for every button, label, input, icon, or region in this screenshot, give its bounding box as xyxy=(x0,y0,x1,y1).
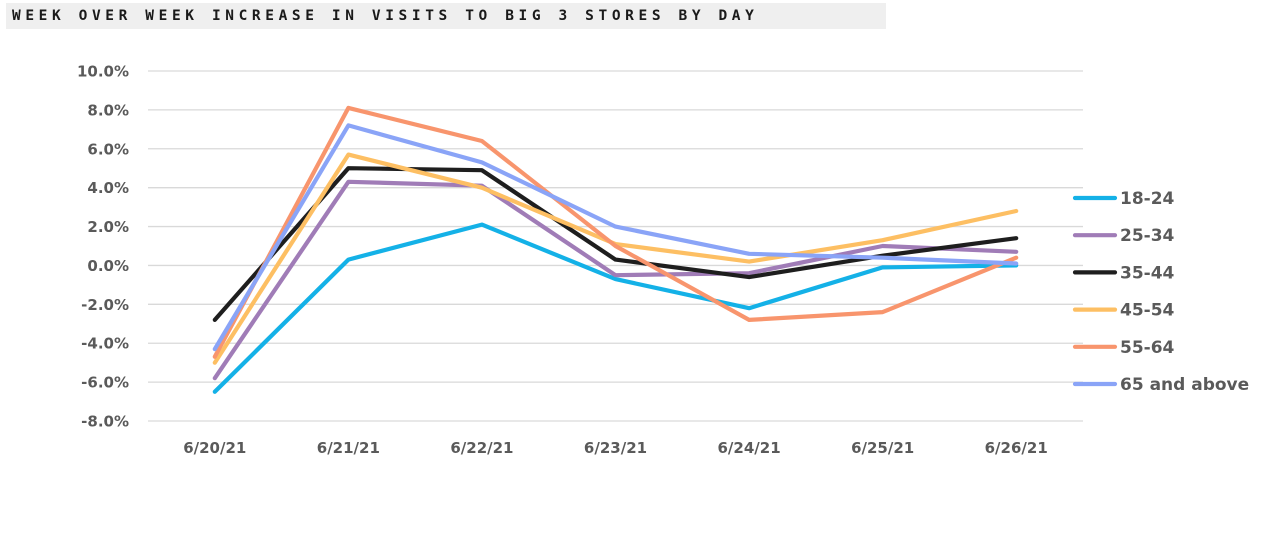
x-tick-label: 6/24/21 xyxy=(717,439,780,457)
y-tick-label: -4.0% xyxy=(81,335,129,353)
y-tick-label: 8.0% xyxy=(87,101,129,119)
y-tick-label: -6.0% xyxy=(81,374,129,392)
gridlines xyxy=(148,70,1083,422)
legend-label: 18-24 xyxy=(1120,189,1175,209)
legend-item: 35-44 xyxy=(1072,263,1175,283)
y-tick-label: 10.0% xyxy=(77,63,129,81)
chart-title: WEEK OVER WEEK INCREASE IN VISITS TO BIG… xyxy=(12,8,759,24)
series-line-55-64 xyxy=(212,105,1019,359)
chart-title-box: WEEK OVER WEEK INCREASE IN VISITS TO BIG… xyxy=(6,3,886,29)
legend-label: 45-54 xyxy=(1120,301,1175,321)
y-tick-label: -8.0% xyxy=(81,413,129,431)
legend: 18-24 25-34 35-44 45-54 55-64 65 and above xyxy=(1072,189,1249,395)
y-tick-label: 0.0% xyxy=(87,257,129,275)
x-tick-label: 6/23/21 xyxy=(584,439,647,457)
legend-item: 65 and above xyxy=(1072,375,1249,395)
legend-label: 25-34 xyxy=(1120,226,1175,246)
y-tick-label: 6.0% xyxy=(87,140,129,158)
series-lines xyxy=(212,105,1019,394)
series-line-65-and-above xyxy=(212,123,1019,352)
y-axis-ticks: 10.0% 8.0% 6.0% 4.0% 2.0% 0.0% -2.0% -4.0% -6.0%… xyxy=(77,63,129,431)
legend-label: 65 and above xyxy=(1120,375,1249,395)
legend-item: 45-54 xyxy=(1072,301,1175,321)
y-tick-label: 2.0% xyxy=(87,218,129,236)
x-tick-label: 6/22/21 xyxy=(450,439,513,457)
legend-item: 25-34 xyxy=(1072,226,1175,246)
x-tick-label: 6/21/21 xyxy=(317,439,380,457)
x-axis-ticks: 6/20/21 6/21/21 6/22/21 6/23/21 6/24/21 6/25/… xyxy=(183,439,1048,457)
series-line-25-34 xyxy=(212,179,1019,381)
legend-item: 55-64 xyxy=(1072,338,1175,358)
y-tick-label: 4.0% xyxy=(87,179,129,197)
x-tick-label: 6/26/21 xyxy=(985,439,1048,457)
x-tick-label: 6/20/21 xyxy=(183,439,246,457)
series-line-18-24 xyxy=(212,222,1019,394)
legend-label: 35-44 xyxy=(1120,263,1175,283)
legend-item: 18-24 xyxy=(1072,189,1175,209)
y-tick-label: -2.0% xyxy=(81,296,129,314)
x-tick-label: 6/25/21 xyxy=(851,439,914,457)
legend-label: 55-64 xyxy=(1120,338,1175,358)
